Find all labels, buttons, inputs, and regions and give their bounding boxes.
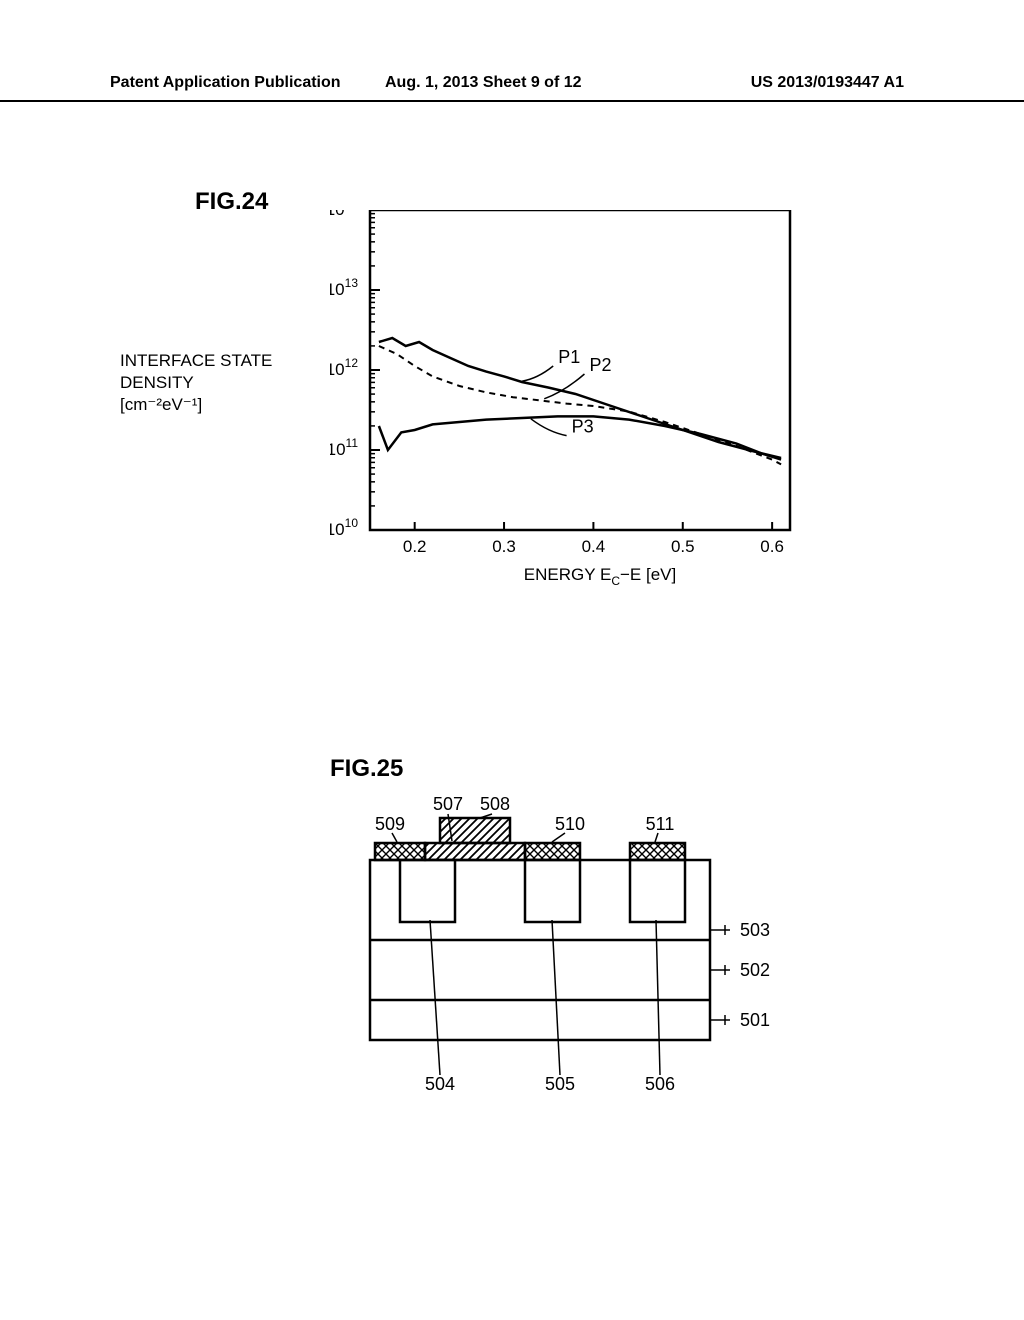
y-tick-label: 1012 — [330, 356, 358, 379]
x-axis-ticks: 0.2 0.3 0.4 0.5 0.6 — [403, 522, 784, 556]
header-publication: Patent Application Publication — [110, 74, 341, 92]
label-508: 508 — [480, 794, 510, 814]
annotation-leader-P1 — [522, 366, 553, 381]
annotation-label-P3: P3 — [572, 417, 594, 437]
fig24-x-axis-label: ENERGY EC−E [eV] — [524, 565, 676, 588]
label-503: 503 — [740, 920, 770, 940]
y-label-line2: DENSITY — [120, 372, 272, 394]
chart-frame — [370, 210, 790, 530]
electrode-507 — [425, 843, 525, 860]
fig24-chart: 1010 1011 1012 1013 1014 0.2 0.3 0.4 0.5 0.6 P1 P… — [330, 210, 810, 590]
page: Patent Application Publication Aug. 1, 2… — [0, 0, 1024, 1320]
header-sheet-info: Aug. 1, 2013 Sheet 9 of 12 — [385, 74, 582, 92]
electrode-509 — [375, 843, 425, 860]
y-label-line1: INTERFACE STATE — [120, 350, 272, 372]
y-tick-label: 1013 — [330, 276, 358, 299]
x-tick-label: 0.4 — [582, 537, 606, 556]
leader-511 — [655, 833, 658, 842]
fig24-y-axis-label: INTERFACE STATE DENSITY [cm⁻²eV⁻¹] — [120, 350, 272, 416]
electrode-511 — [630, 843, 685, 860]
fig25-group: 507 508 509 510 511 501 502 503 504 505 506 — [370, 794, 770, 1094]
x-tick-label: 0.5 — [671, 537, 695, 556]
x-tick-label: 0.2 — [403, 537, 427, 556]
annotation-label-P1: P1 — [558, 347, 580, 367]
label-504: 504 — [425, 1074, 455, 1094]
fig24-label: FIG.24 — [195, 188, 268, 216]
fig25-svg: 507 508 509 510 511 501 502 503 504 505 506 — [330, 790, 780, 1130]
label-509: 509 — [375, 814, 405, 834]
annotation-leader-P3 — [531, 419, 567, 436]
y-label-line3: [cm⁻²eV⁻¹] — [120, 394, 272, 416]
leader-510 — [552, 833, 565, 842]
label-507: 507 — [433, 794, 463, 814]
y-tick-label: 1014 — [330, 210, 358, 219]
label-511: 511 — [646, 814, 675, 834]
header-doc-number: US 2013/0193447 A1 — [751, 74, 904, 92]
well-506 — [630, 860, 685, 922]
label-502: 502 — [740, 960, 770, 980]
label-501: 501 — [740, 1010, 770, 1030]
x-tick-label: 0.3 — [492, 537, 516, 556]
well-504 — [400, 860, 455, 922]
label-510: 510 — [555, 814, 585, 834]
annotation-label-P2: P2 — [589, 355, 611, 375]
y-axis-ticks: 1010 1011 1012 1013 1014 — [330, 210, 380, 539]
page-header: Patent Application Publication Aug. 1, 2… — [0, 70, 1024, 102]
y-tick-label: 1011 — [330, 436, 358, 459]
x-tick-label: 0.6 — [760, 537, 784, 556]
label-506: 506 — [645, 1074, 675, 1094]
y-tick-label: 1010 — [330, 516, 358, 539]
electrode-510 — [525, 843, 580, 860]
fig25-diagram: 507508509510511501502503504505506 — [330, 790, 750, 1140]
fig24-chart-svg: 1010 1011 1012 1013 1014 0.2 0.3 0.4 0.5 0.6 P1 P… — [330, 210, 810, 590]
well-505 — [525, 860, 580, 922]
fig25-label: FIG.25 — [330, 755, 403, 783]
leader-509 — [392, 833, 397, 842]
label-505: 505 — [545, 1074, 575, 1094]
